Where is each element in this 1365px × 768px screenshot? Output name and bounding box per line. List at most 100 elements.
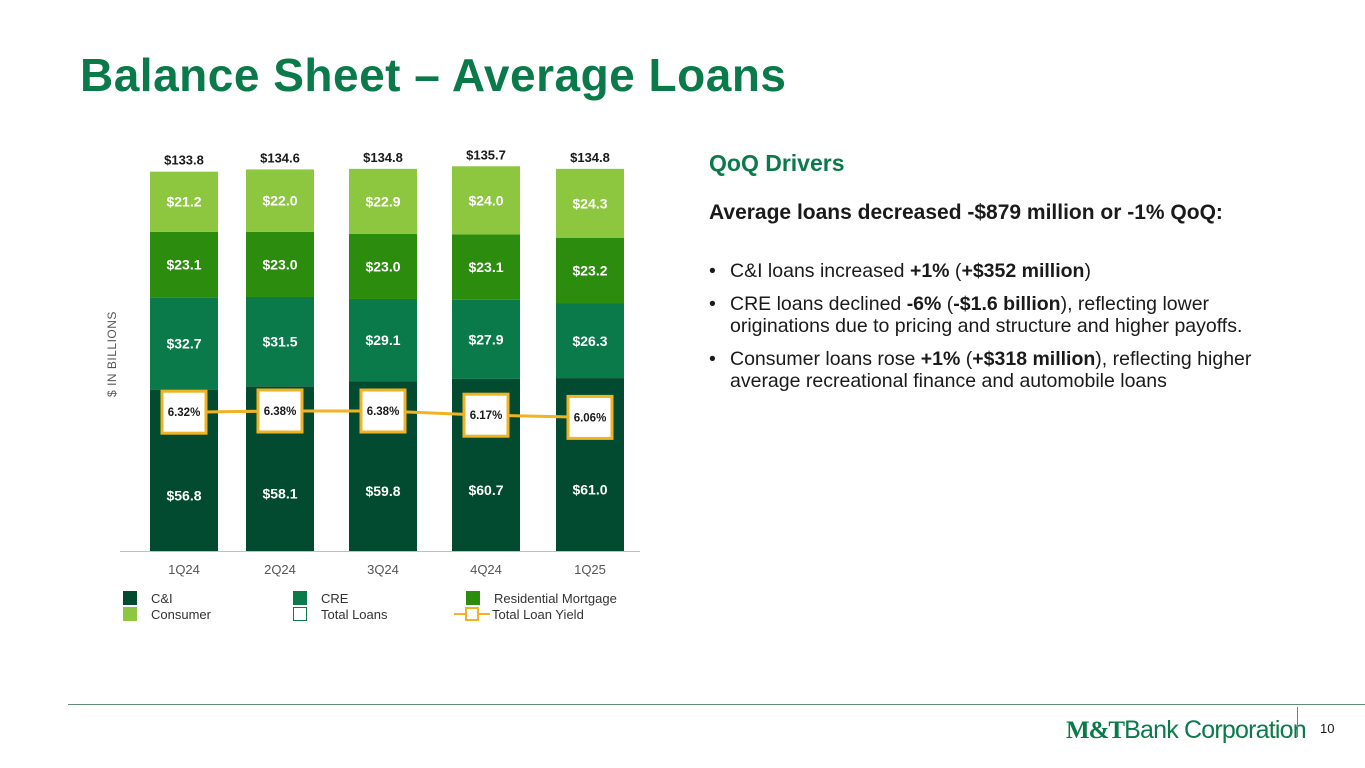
bar-residential-mortgage-4q24 [452,234,520,300]
legend-label-total-loans: Total Loans [321,606,388,622]
yield-marker-4q24 [462,392,510,438]
legend-item-residential-mortgage: Residential Mortgage [466,590,617,606]
driver-text: Consumer loans rose [730,348,921,370]
logo-mark: M&T [1066,717,1125,744]
bar-residential-mortgage-3q24 [349,233,417,299]
x-tick-label-1q25: 1Q25 [574,562,606,577]
total-label-4q24: $135.7 [466,147,506,162]
x-tick-label-1q24: 1Q24 [168,562,200,577]
data-label-c-and-i-4q24: $60.7 [468,482,503,498]
data-label-c-and-i-1q25: $61.0 [572,482,607,498]
driver-text: ) [1084,260,1091,282]
driver-bullet: C&I loans increased +1% (+$352 million) [709,260,1299,282]
yield-label-2q24: 6.38% [264,406,297,418]
yield-label-1q24: 6.32% [168,407,201,419]
data-label-consumer-2q24: $22.0 [262,193,297,209]
drivers-heading: Average loans decreased -$879 million or… [709,201,1223,224]
driver-emphasis: +$318 million [972,348,1096,370]
bar-cre-2q24 [246,296,314,387]
driver-emphasis: +1% [909,260,950,282]
data-label-consumer-4q24: $24.0 [468,192,503,208]
page-number: 10 [1320,721,1335,736]
bar-cre-1q24 [150,297,218,390]
legend-swatch-total-loans [293,607,307,621]
legend-swatch-residential-mortgage [466,591,480,605]
bar-consumer-3q24 [349,168,417,234]
driver-bullet: CRE loans declined -6% (-$1.6 billion), … [709,293,1299,337]
yield-label-3q24: 6.38% [367,406,400,418]
bar-consumer-1q24 [150,171,218,232]
yield-marker-2q24 [256,388,304,434]
bar-cre-4q24 [452,299,520,379]
bar-residential-mortgage-2q24 [246,231,314,297]
footer-vertical-divider [1297,707,1298,737]
data-label-residential-mortgage-1q25: $23.2 [572,263,607,279]
driver-text: ( [960,348,973,370]
bar-cre-3q24 [349,298,417,382]
legend-item-total-loan-yield: Total Loan Yield [454,606,584,622]
legend-item-c-and-i: C&I [123,590,173,606]
driver-emphasis: +$352 million [961,260,1085,282]
yield-label-4q24: 6.17% [470,410,503,422]
legend-label-consumer: Consumer [151,606,211,622]
data-label-c-and-i-1q24: $56.8 [166,487,201,503]
legend-label-cre: CRE [321,590,349,606]
data-label-residential-mortgage-4q24: $23.1 [468,259,503,275]
drivers-bullet-list: C&I loans increased +1% (+$352 million)C… [709,260,1299,403]
total-label-3q24: $134.8 [363,150,403,165]
bar-cre-1q25 [556,303,624,379]
driver-text: ), reflecting lower originations due to … [730,293,1243,337]
data-label-cre-1q24: $32.7 [166,336,201,352]
data-label-residential-mortgage-2q24: $23.0 [262,256,297,272]
data-label-cre-2q24: $31.5 [262,334,297,350]
driver-emphasis: +1% [920,348,961,370]
data-label-c-and-i-3q24: $59.8 [365,483,400,499]
data-label-residential-mortgage-1q24: $23.1 [166,257,201,273]
legend-line-marker-total-loan-yield [454,607,490,621]
bar-residential-mortgage-1q24 [150,231,218,298]
driver-text: ( [949,260,962,282]
yield-marker-1q25 [566,394,614,440]
company-logo: M&TBank Corporation [1066,716,1307,745]
yield-marker-3q24 [359,388,407,434]
total-label-1q24: $133.8 [164,153,204,168]
logo-wordmark: Bank Corporation [1124,716,1307,744]
legend-swatch-cre [293,591,307,605]
data-label-consumer-1q24: $21.2 [166,194,201,210]
driver-text: ( [941,293,954,315]
bar-consumer-4q24 [452,166,520,235]
data-label-c-and-i-2q24: $58.1 [262,486,297,502]
yield-marker-1q24 [160,389,208,435]
legend-swatch-c-and-i [123,591,137,605]
driver-text: C&I loans increased [730,260,910,282]
page-title: Balance Sheet – Average Loans [80,49,787,101]
yield-label-1q25: 6.06% [574,412,607,424]
footer-divider [68,704,1365,705]
x-tick-label-3q24: 3Q24 [367,562,399,577]
y-axis-label: $ IN BILLIONS [105,311,119,397]
driver-text: CRE loans declined [730,293,907,315]
data-label-residential-mortgage-3q24: $23.0 [365,258,400,274]
legend-item-cre: CRE [293,590,348,606]
legend-item-consumer: Consumer [123,606,211,622]
x-tick-label-4q24: 4Q24 [470,562,502,577]
bar-residential-mortgage-1q25 [556,237,624,304]
drivers-title: QoQ Drivers [709,150,845,176]
data-label-cre-1q25: $26.3 [572,333,607,349]
driver-text: ), reflecting higher average recreationa… [730,348,1252,392]
legend-label-c-and-i: C&I [151,590,173,606]
bar-consumer-1q25 [556,168,624,238]
legend-label-residential-mortgage: Residential Mortgage [494,590,617,606]
x-tick-label-2q24: 2Q24 [264,562,296,577]
data-label-cre-4q24: $27.9 [468,331,503,347]
bar-consumer-2q24 [246,169,314,232]
legend-label-total-loan-yield: Total Loan Yield [492,606,584,622]
driver-bullet: Consumer loans rose +1% (+$318 million),… [709,348,1299,392]
driver-emphasis: -$1.6 billion [953,293,1061,315]
data-label-cre-3q24: $29.1 [365,332,400,348]
total-label-1q25: $134.8 [570,150,610,165]
loans-stacked-bar-chart: $ IN BILLIONS $56.8 $32.7 $23.1 $21.2 $133.8 1… [105,147,640,577]
legend-item-total-loans: Total Loans [293,606,388,622]
driver-emphasis: -6% [906,293,942,315]
total-label-2q24: $134.6 [260,150,300,165]
